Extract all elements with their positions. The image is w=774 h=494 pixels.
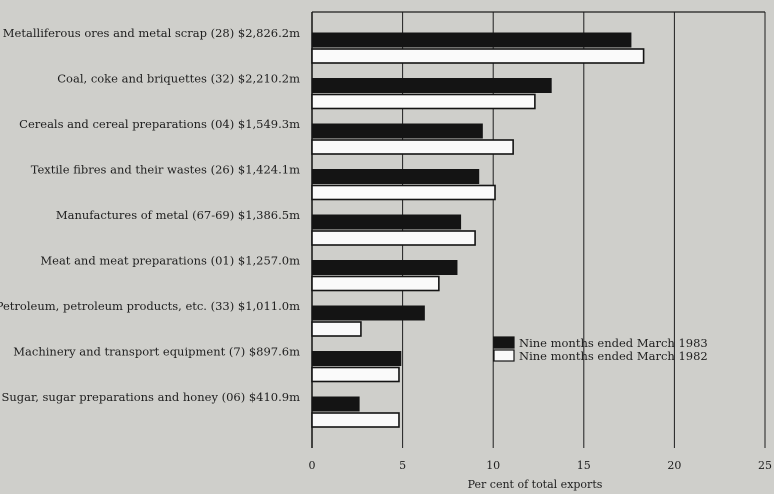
bar-1982 [311, 230, 476, 246]
category-label: Cereals and cereal preparations (04) $1,… [19, 117, 300, 131]
bar-1982 [311, 366, 400, 383]
bar-1983 [311, 214, 462, 230]
x-tick-label: 25 [758, 459, 772, 472]
category-label: Machinery and transport equipment (7) $8… [13, 345, 300, 359]
bar-1983 [311, 396, 360, 412]
bar-1982 [311, 139, 514, 155]
x-tick-label: 0 [309, 459, 316, 472]
category-label: Petroleum, petroleum products, etc. (33)… [0, 299, 300, 313]
legend-label-1982: Nine months ended March 1982 [519, 349, 708, 363]
bar-1982 [311, 93, 536, 110]
bar-1982 [311, 321, 362, 337]
legend-swatch-1983 [493, 336, 515, 349]
x-tick-label: 10 [486, 459, 500, 472]
category-label: Coal, coke and briquettes (32) $2,210.2m [57, 72, 300, 86]
legend-label-1983: Nine months ended March 1983 [519, 336, 708, 350]
bar-1983 [311, 305, 425, 321]
bar-1982 [311, 412, 400, 428]
x-tick-label: 5 [399, 459, 406, 472]
x-axis-title: Per cent of total exports [468, 478, 603, 491]
category-label: Metalliferous ores and metal scrap (28) … [3, 26, 300, 40]
bar-1983 [311, 123, 483, 139]
category-label: Sugar, sugar preparations and honey (06)… [1, 390, 300, 404]
category-label: Manufactures of metal (67-69) $1,386.5m [56, 208, 300, 222]
legend-swatch-1982 [493, 349, 515, 362]
category-label: Meat and meat preparations (01) $1,257.0… [40, 254, 300, 268]
bar-1983 [311, 260, 458, 275]
bar-1983 [311, 351, 402, 366]
bar-1982 [311, 184, 496, 201]
category-label: Textile fibres and their wastes (26) $1,… [31, 163, 300, 177]
x-tick-label: 15 [577, 459, 591, 472]
bar-1983 [311, 169, 480, 184]
x-tick-label: 20 [667, 459, 681, 472]
bar-1982 [311, 48, 645, 64]
bar-1983 [311, 78, 552, 93]
bar-1983 [311, 32, 632, 48]
bar-1982 [311, 275, 440, 292]
